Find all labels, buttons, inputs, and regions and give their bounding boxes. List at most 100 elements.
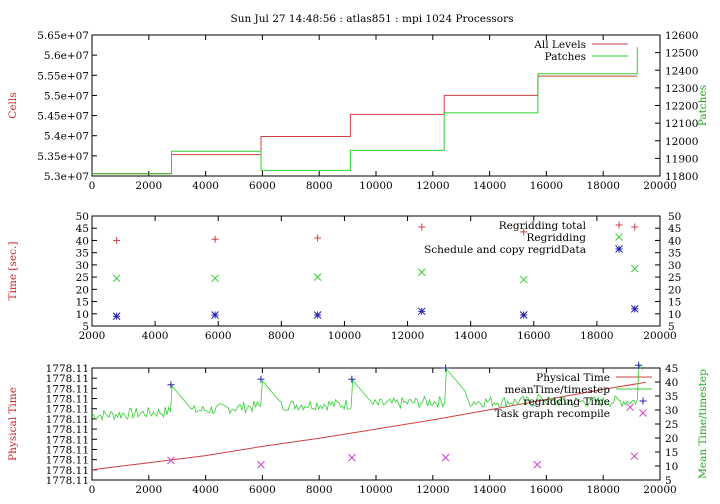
y-tick-label: 5.35e+07 [37,151,89,163]
y-tick-label: 50 [76,211,89,223]
legend-label: Physical Time [536,372,610,384]
y-tick-label: 1778.11 [46,383,89,395]
data-point [519,311,528,319]
x-tick-label: 8000 [306,484,333,496]
y-tick-label: 1778.11 [46,414,89,426]
data-point [630,452,639,461]
data-point [630,305,639,313]
y-tick-label: 1778.11 [46,373,89,385]
x-tick-label: 18000 [580,330,613,342]
legend-label: Schedule and copy regridData [424,244,586,256]
data-point [211,274,219,283]
data-point [313,311,322,319]
data-point [211,311,219,319]
x-tick-label: 8000 [306,180,333,192]
data-point [112,312,121,321]
y-tick-label-right: 25 [668,272,681,284]
x-tick-label: 14000 [454,330,487,342]
y-tick-label: 15 [76,297,89,309]
x-tick-label: 4000 [192,180,219,192]
x-tick-label: 20000 [643,180,676,192]
y2-tick-label: 12300 [665,83,698,95]
y-tick-label-right: 50 [668,211,681,223]
x-tick-label: 4000 [192,484,219,496]
x-tick-label: 18000 [586,484,619,496]
x-tick-label: 12000 [391,330,424,342]
data-point [167,456,175,465]
y-tick-label: 30 [76,260,89,272]
y-tick-label: 40 [76,235,89,247]
y-tick-label: 35 [76,248,89,260]
data-point [626,403,635,412]
data-point [441,453,450,462]
x-tick-label: 2000 [79,330,106,342]
y-tick-label: 1778.11 [46,455,89,467]
x-tick-label: 20000 [643,330,676,342]
physical-time-panel: 0 2000 4000 6000 8000 10000 12000 14000 16000 180… [7,361,709,496]
y2-tick-label: 35 [665,391,678,403]
y-tick-label: 10 [76,309,89,321]
data-point [112,274,121,283]
y-axis-title: Cells [7,92,19,118]
data-point [348,453,356,462]
legend-label: regridding Time [524,396,611,408]
y2-axis-title: Mean Time/timestep [697,369,709,479]
y-tick-label: 1778.11 [46,444,89,456]
data-point [533,460,542,469]
y-tick-label-right: 35 [668,248,681,260]
y2-tick-label: 10 [665,461,678,473]
y2-tick-label: 12500 [665,48,698,60]
y-tick-label: 1778.11 [46,394,89,406]
x-tick-label: 12000 [416,180,449,192]
y-tick-label: 1778.11 [46,434,89,446]
y2-tick-label: 11900 [665,153,698,165]
x-tick-label: 6000 [249,484,276,496]
y2-tick-label: 12600 [665,30,698,42]
x-tick-label: 6000 [205,330,232,342]
regridding-time-panel: 2000 4000 6000 8000 10000 12000 14000 16000 1800… [7,211,681,342]
y-tick-label: 5.3e+07 [44,171,89,183]
y-tick-label: 5.55e+07 [37,70,89,82]
y-tick-label: 5.5e+07 [44,90,89,102]
series-line [92,75,638,175]
x-tick-label: 14000 [473,484,506,496]
data-point [257,460,265,469]
x-tick-label: 18000 [586,180,619,192]
x-tick-label: 2000 [135,180,162,192]
x-tick-label: 16000 [530,484,563,496]
data-point [417,307,426,316]
y-tick-label: 1778.11 [46,424,89,436]
legend-label: Task graph recompile [495,408,610,420]
y-tick-label-right: 30 [668,260,681,272]
y2-tick-label: 12400 [665,65,698,77]
data-point [313,273,322,281]
y-axis-title: Physical Time [7,387,19,461]
y-tick-label: 5.6e+07 [44,50,89,62]
x-tick-label: 2000 [135,484,162,496]
legend-label: Regridding total [499,220,587,232]
y-tick-label-right: 20 [668,284,681,296]
series-line-meantime [91,364,643,422]
y-tick-label: 20 [76,284,89,296]
legend-marker [615,233,623,241]
x-tick-label: 14000 [473,180,506,192]
y2-tick-label: 25 [665,419,678,431]
series-line [91,381,646,471]
x-tick-label: 16000 [517,330,550,342]
data-point [519,275,528,284]
y-tick-label: 1778.11 [46,475,89,487]
y-tick-label: 5 [82,321,89,333]
legend-label: Regridding [526,232,586,244]
legend-label: All Levels [533,39,586,51]
x-tick-label: 10000 [359,484,392,496]
y-tick-label-right: 10 [668,309,681,321]
x-tick-label: 12000 [416,484,449,496]
series-line [92,47,638,175]
x-tick-label: 10000 [359,180,392,192]
y2-axis-title: Patches [697,85,709,126]
y-tick-label: 1778.11 [46,465,89,477]
x-tick-label: 8000 [268,330,295,342]
y-axis-title: Time [sec.] [7,242,19,301]
